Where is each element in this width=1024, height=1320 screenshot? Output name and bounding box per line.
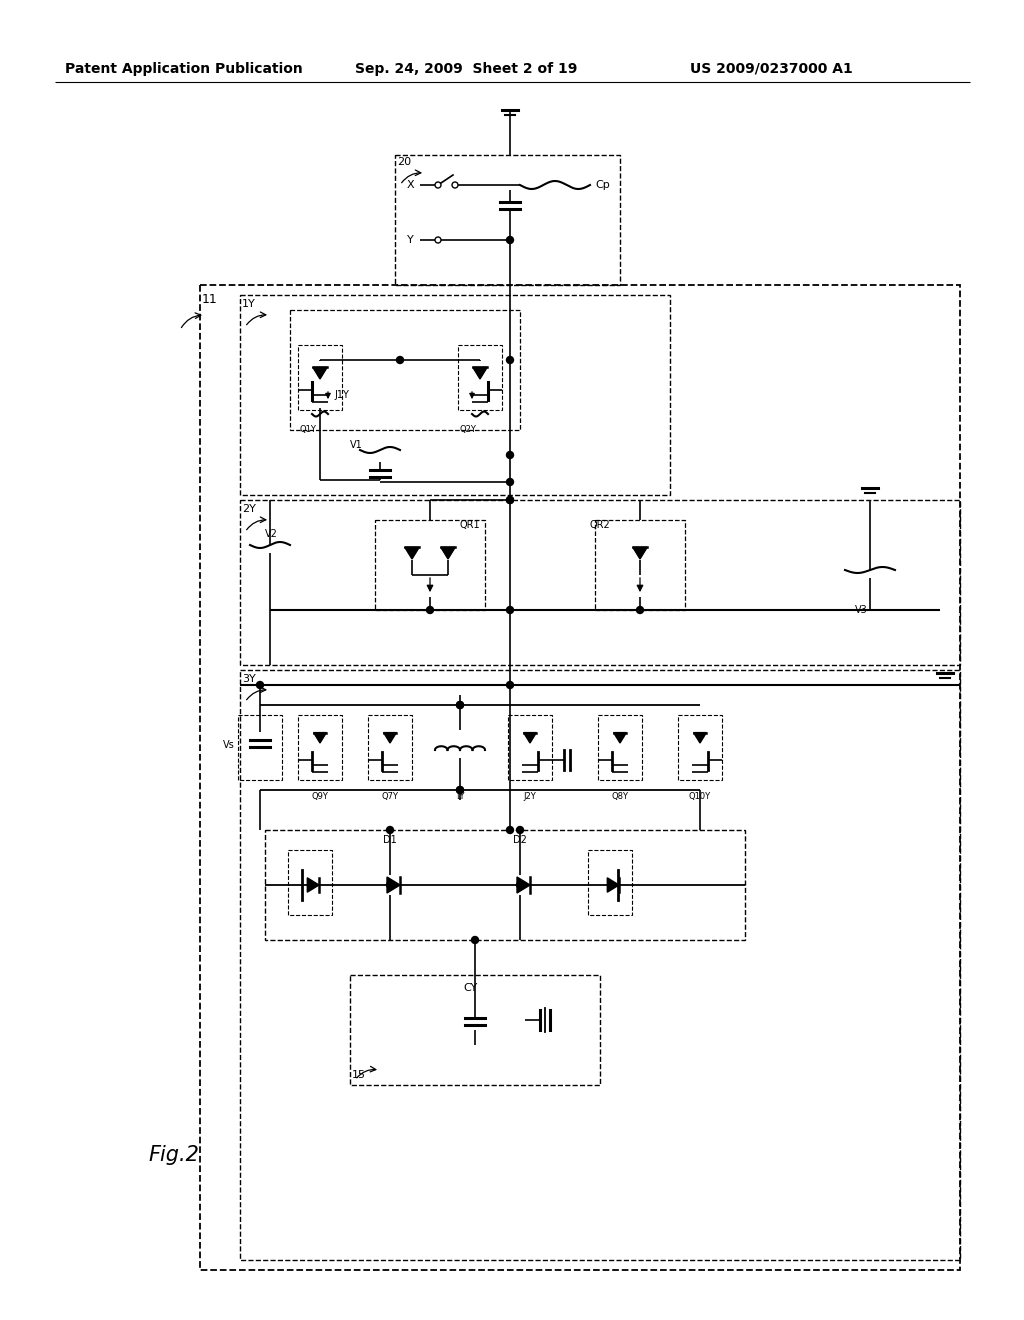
Circle shape	[507, 496, 513, 503]
Bar	[238, 715, 282, 780]
Text: Y: Y	[407, 235, 414, 246]
Bar	[240, 500, 961, 665]
Text: 15: 15	[352, 1071, 366, 1080]
Text: Patent Application Publication: Patent Application Publication	[65, 62, 303, 77]
Bar	[265, 830, 745, 940]
Circle shape	[507, 681, 513, 689]
Text: Fig.2: Fig.2	[148, 1144, 199, 1166]
Text: 20: 20	[397, 157, 411, 168]
Text: Q1Y: Q1Y	[300, 425, 316, 434]
Bar	[595, 520, 685, 610]
Bar	[290, 310, 520, 430]
Polygon shape	[313, 733, 327, 743]
Circle shape	[516, 826, 523, 833]
Polygon shape	[473, 367, 487, 379]
Circle shape	[516, 882, 523, 888]
Text: Cp: Cp	[595, 180, 609, 190]
Text: J1Y: J1Y	[335, 389, 349, 400]
Polygon shape	[607, 878, 618, 892]
Text: Q8Y: Q8Y	[611, 792, 629, 801]
Text: Q2Y: Q2Y	[460, 425, 477, 434]
Polygon shape	[633, 548, 647, 558]
Bar	[240, 294, 670, 495]
Circle shape	[507, 606, 513, 614]
Text: CY: CY	[463, 983, 477, 993]
Text: US 2009/0237000 A1: US 2009/0237000 A1	[690, 62, 853, 77]
Polygon shape	[693, 733, 707, 743]
Bar	[375, 520, 485, 610]
Bar	[588, 850, 632, 915]
Circle shape	[471, 936, 478, 944]
Circle shape	[457, 701, 464, 709]
Text: 1Y: 1Y	[242, 300, 256, 309]
Circle shape	[386, 826, 393, 833]
Text: Vs: Vs	[223, 741, 234, 750]
Circle shape	[457, 787, 464, 793]
Bar	[288, 850, 332, 915]
Polygon shape	[312, 367, 328, 379]
Text: Sep. 24, 2009  Sheet 2 of 19: Sep. 24, 2009 Sheet 2 of 19	[355, 62, 578, 77]
Circle shape	[435, 182, 441, 187]
Circle shape	[507, 826, 513, 833]
Circle shape	[386, 882, 393, 888]
Circle shape	[396, 356, 403, 363]
Text: 3Y: 3Y	[242, 675, 256, 684]
Circle shape	[507, 356, 513, 363]
Bar	[298, 715, 342, 780]
Text: Q10Y: Q10Y	[689, 792, 711, 801]
Text: LY: LY	[456, 792, 464, 801]
Circle shape	[256, 681, 263, 689]
Polygon shape	[384, 733, 396, 743]
Polygon shape	[523, 733, 537, 743]
Circle shape	[457, 787, 464, 793]
Circle shape	[435, 238, 441, 243]
Bar	[368, 715, 412, 780]
Text: QR1: QR1	[460, 520, 480, 531]
Bar	[458, 345, 502, 411]
Text: Q7Y: Q7Y	[382, 792, 398, 801]
Circle shape	[507, 236, 513, 243]
Text: 11: 11	[202, 293, 218, 306]
Polygon shape	[440, 548, 456, 558]
Circle shape	[507, 496, 513, 503]
Text: D2: D2	[513, 836, 527, 845]
Text: J2Y: J2Y	[523, 792, 537, 801]
Circle shape	[457, 701, 464, 709]
Text: X: X	[407, 180, 415, 190]
Circle shape	[427, 606, 433, 614]
Text: V1: V1	[350, 440, 362, 450]
Text: V2: V2	[265, 529, 278, 539]
Bar	[298, 345, 342, 411]
Bar	[598, 715, 642, 780]
Bar	[200, 285, 961, 1270]
Text: QR2: QR2	[590, 520, 610, 531]
Text: D1: D1	[383, 836, 397, 845]
Bar	[508, 715, 552, 780]
Circle shape	[507, 451, 513, 458]
Polygon shape	[307, 878, 319, 892]
Bar	[240, 671, 961, 1261]
Polygon shape	[404, 548, 419, 558]
Text: V3: V3	[855, 605, 867, 615]
Polygon shape	[517, 876, 530, 894]
Polygon shape	[613, 733, 627, 743]
Circle shape	[637, 606, 643, 614]
Bar	[678, 715, 722, 780]
Circle shape	[452, 182, 458, 187]
Text: 2Y: 2Y	[242, 504, 256, 513]
Bar	[395, 154, 620, 285]
Polygon shape	[387, 876, 400, 894]
Text: Q9Y: Q9Y	[311, 792, 329, 801]
Bar	[350, 975, 600, 1085]
Circle shape	[507, 479, 513, 486]
